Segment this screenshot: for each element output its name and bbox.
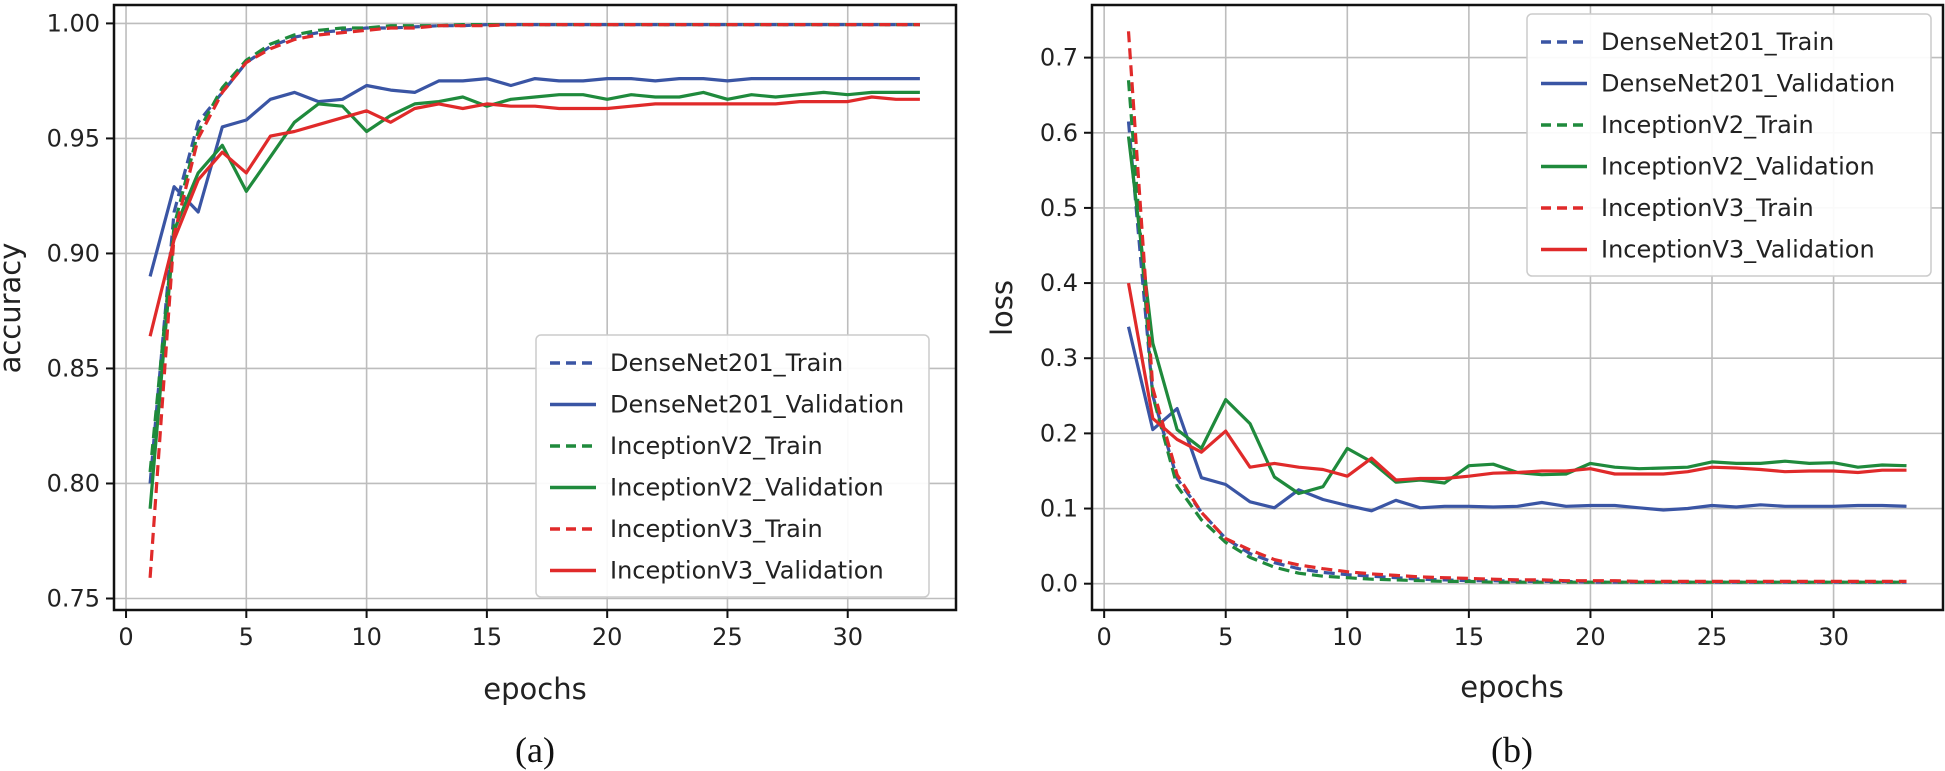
series-lines xyxy=(1126,31,1907,584)
y-tick-label: 0.1 xyxy=(1040,495,1078,523)
tick-labels: 0 5 10 15 20 25 30 0.75 0.80 0.85 0.90 0.95 1.00 xyxy=(47,9,863,651)
legend-entry: DenseNet201_Train xyxy=(1601,28,1834,56)
tick-labels: 0 5 10 15 20 25 30 0.0 0.1 0.2 0.3 0.4 0.5 0.6 0.7 xyxy=(1040,44,1849,651)
y-tick-label: 0.2 xyxy=(1040,419,1078,447)
x-tick-label: 5 xyxy=(239,623,254,651)
y-tick-label: 0.0 xyxy=(1040,570,1078,598)
y-tick-label: 0.6 xyxy=(1040,119,1078,147)
y-axis-label: accuracy xyxy=(0,243,27,374)
x-axis-label: epochs xyxy=(483,672,586,706)
series-line-densenet201-validation xyxy=(148,76,920,277)
series-line-inceptionv2-train xyxy=(148,23,920,473)
y-tick-label: 0.90 xyxy=(47,239,100,267)
legend-entry: InceptionV3_Train xyxy=(610,515,823,543)
legend: DenseNet201_Train DenseNet201_Validation I… xyxy=(535,334,930,598)
x-axis-label: epochs xyxy=(1460,670,1563,704)
x-tick-label: 25 xyxy=(1697,623,1728,651)
legend-entry: InceptionV3_Validation xyxy=(1601,236,1875,264)
series-line-inceptionv3-train xyxy=(1126,31,1907,584)
y-tick-label: 0.75 xyxy=(47,584,100,612)
y-tick-label: 0.4 xyxy=(1040,269,1078,297)
x-tick-label: 25 xyxy=(712,623,743,651)
y-tick-label: 0.5 xyxy=(1040,194,1078,222)
x-tick-label: 5 xyxy=(1218,623,1233,651)
x-tick-label: 30 xyxy=(832,623,863,651)
y-tick-label: 0.95 xyxy=(47,124,100,152)
x-tick-label: 10 xyxy=(1332,623,1363,651)
x-tick-label: 10 xyxy=(351,623,382,651)
x-tick-label: 0 xyxy=(1097,623,1112,651)
series-line-inceptionv3-validation xyxy=(148,95,920,337)
y-tick-label: 0.7 xyxy=(1040,44,1078,72)
panel-caption-a: (a) xyxy=(515,730,555,770)
x-tick-label: 20 xyxy=(1575,623,1606,651)
y-axis-label: loss xyxy=(985,280,1019,336)
y-tick-label: 1.00 xyxy=(47,9,100,37)
x-tick-label: 0 xyxy=(118,623,133,651)
plot-frame xyxy=(1090,3,1945,612)
accuracy-chart: 0 5 10 15 20 25 30 0.75 0.80 0.85 0.90 0.95 1.00 epo… xyxy=(0,3,958,770)
legend-entry: DenseNet201_Validation xyxy=(610,391,904,419)
legend-entry: InceptionV2_Validation xyxy=(610,474,884,502)
legend-entry: InceptionV2_Train xyxy=(610,432,823,460)
loss-chart: 0 5 10 15 20 25 30 0.0 0.1 0.2 0.3 0.4 0.5 0.6 0.7 epo… xyxy=(985,3,1945,770)
plot-frame xyxy=(112,3,958,612)
series-line-densenet201-validation xyxy=(1126,326,1907,513)
series-line-inceptionv3-train xyxy=(148,23,920,578)
legend-entry: DenseNet201_Train xyxy=(610,349,843,377)
legend-box xyxy=(535,334,930,598)
y-tick-label: 0.80 xyxy=(47,469,100,497)
x-tick-label: 20 xyxy=(592,623,623,651)
series-line-inceptionv2-train xyxy=(1126,80,1907,584)
x-tick-label: 15 xyxy=(472,623,503,651)
y-tick-label: 0.85 xyxy=(47,354,100,382)
series-line-densenet201-train xyxy=(148,23,920,484)
x-tick-label: 30 xyxy=(1818,623,1849,651)
legend-entry: DenseNet201_Validation xyxy=(1601,70,1895,98)
legend-entry: InceptionV3_Validation xyxy=(610,557,884,585)
x-tick-label: 15 xyxy=(1454,623,1485,651)
legend: DenseNet201_Train DenseNet201_Validation I… xyxy=(1526,13,1932,277)
series-line-inceptionv3-validation xyxy=(1126,282,1907,482)
y-tick-label: 0.3 xyxy=(1040,344,1078,372)
legend-entry: InceptionV2_Train xyxy=(1601,111,1814,139)
legend-entry: InceptionV2_Validation xyxy=(1601,153,1875,181)
series-line-inceptionv2-validation xyxy=(148,90,920,509)
series-lines xyxy=(148,23,920,578)
panel-caption-b: (b) xyxy=(1491,730,1533,770)
legend-box xyxy=(1526,13,1932,277)
legend-entry: InceptionV3_Train xyxy=(1601,194,1814,222)
